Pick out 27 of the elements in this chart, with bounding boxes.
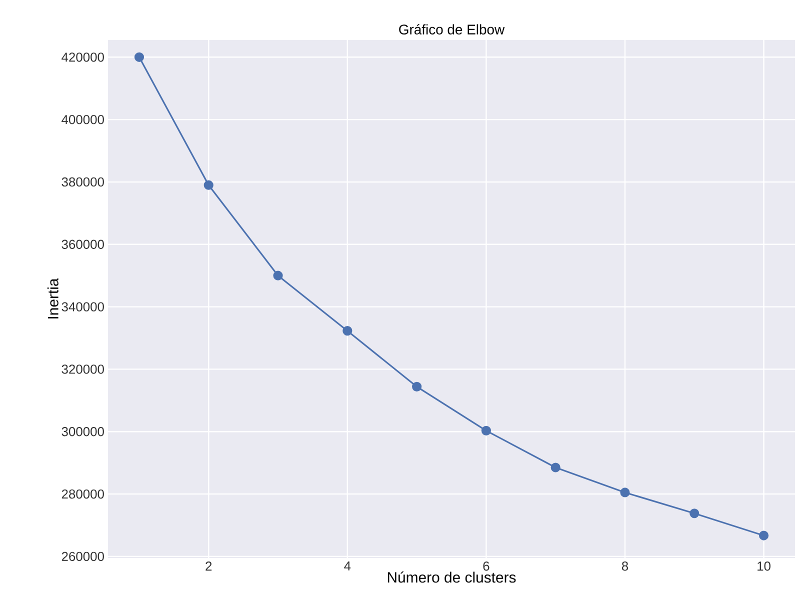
y-tick-label: 380000 (62, 177, 104, 187)
point (204, 180, 214, 190)
x-tick-label: 8 (622, 562, 628, 571)
point (481, 426, 491, 436)
y-axis-title: Inertia (47, 278, 58, 318)
y-tick-label: 260000 (62, 552, 104, 562)
y-tick-label: 280000 (62, 489, 104, 499)
y-tick-label: 300000 (62, 427, 104, 436)
point (550, 462, 560, 472)
x-tick-label: 2 (206, 562, 212, 571)
point (758, 530, 769, 540)
point (690, 508, 700, 518)
chart-title: Gráfico de Elbow (399, 24, 505, 34)
point (342, 326, 352, 336)
y-tick-label: 360000 (62, 240, 104, 249)
point (620, 488, 630, 498)
point (134, 52, 144, 62)
x-tick-label: 10 (758, 562, 770, 571)
point (273, 270, 283, 280)
x-tick-label: 4 (344, 562, 351, 570)
y-tick-label: 320000 (62, 364, 104, 374)
y-tick-label: 340000 (62, 302, 104, 312)
x-axis-title: Número de clusters (388, 572, 516, 583)
y-tick-label: 400000 (62, 114, 104, 124)
point (412, 382, 422, 392)
y-tick-label: 420000 (62, 52, 104, 62)
x-tick-label: 6 (483, 562, 490, 571)
